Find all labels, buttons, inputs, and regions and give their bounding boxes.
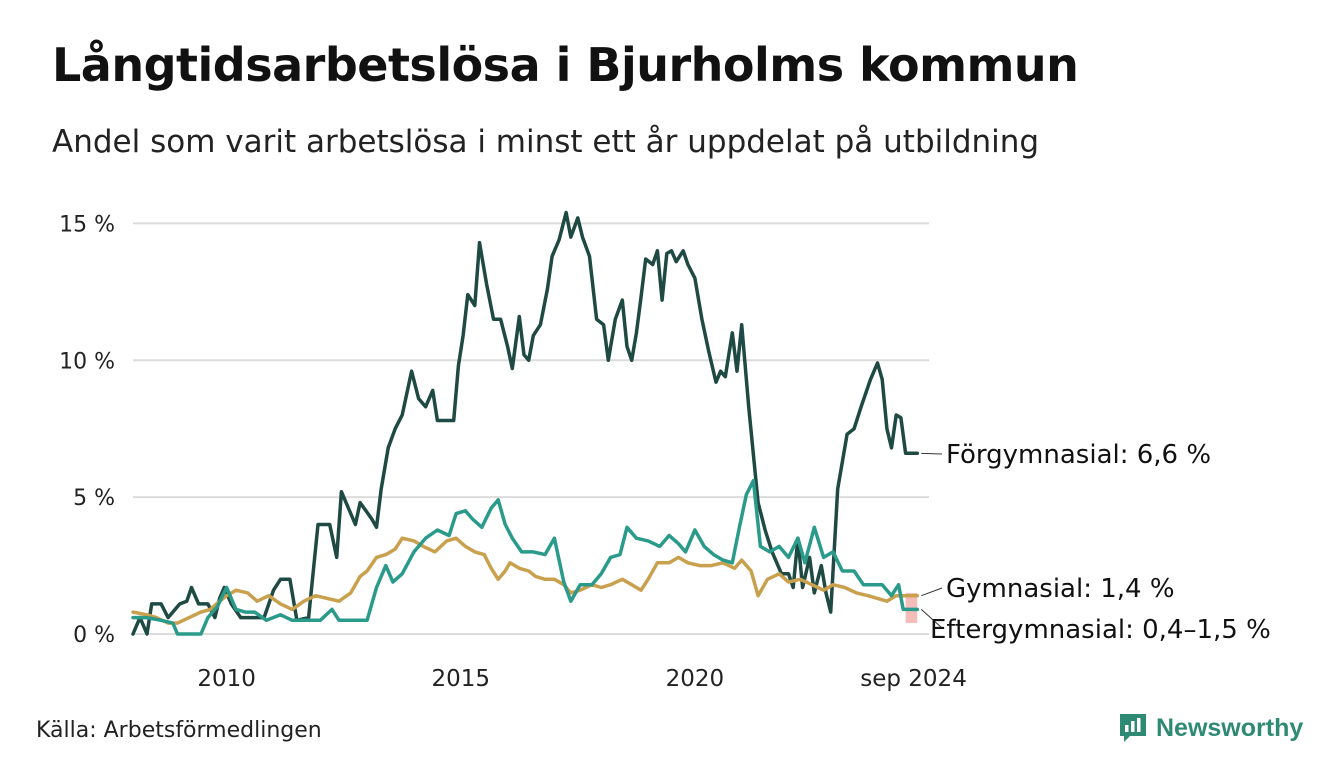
series-end-labels: Förgymnasial: 6,6 % Gymnasial: 1,4 % Efter… bbox=[920, 440, 1271, 645]
x-tick-label: 2015 bbox=[431, 666, 490, 692]
chart-title: Långtidsarbetslösa i Bjurholms kommun bbox=[52, 38, 1079, 92]
x-tick-label: 2010 bbox=[197, 666, 256, 692]
gridlines bbox=[133, 222, 929, 635]
brand-name: Newsworthy bbox=[1156, 713, 1304, 742]
newsworthy-logo-icon bbox=[1120, 714, 1146, 742]
y-axis-tick-labels: 0 % 5 % 10 % 15 % bbox=[59, 212, 115, 648]
newsworthy-brand: Newsworthy bbox=[1118, 712, 1303, 744]
source-note: Källa: Arbetsförmedlingen bbox=[36, 718, 322, 743]
series-line-eftergymnasial bbox=[131, 478, 920, 636]
x-tick-label: 2020 bbox=[666, 666, 725, 692]
series-end-label: Gymnasial: 1,4 % bbox=[946, 574, 1175, 604]
y-tick-label: 15 % bbox=[59, 212, 115, 237]
label-leader bbox=[921, 452, 943, 455]
line-chart: 0 % 5 % 10 % 15 % 2010 2015 2020 sep 2024 Förg… bbox=[59, 210, 1271, 692]
chart-subtitle: Andel som varit arbetslösa i minst ett å… bbox=[52, 124, 1040, 160]
x-axis-tick-labels: 2010 2015 2020 sep 2024 bbox=[197, 666, 966, 692]
x-tick-label: sep 2024 bbox=[860, 666, 967, 692]
series-end-label: Förgymnasial: 6,6 % bbox=[946, 440, 1211, 470]
series-line-gymnasial bbox=[131, 536, 920, 625]
series-line-förgymnasial bbox=[131, 210, 920, 636]
series-end-label: Eftergymnasial: 0,4–1,5 % bbox=[930, 615, 1271, 645]
y-tick-label: 5 % bbox=[73, 486, 115, 511]
y-tick-label: 0 % bbox=[73, 623, 115, 648]
label-leader bbox=[920, 608, 943, 629]
series-lines bbox=[131, 210, 920, 636]
label-leader bbox=[921, 587, 943, 597]
y-tick-label: 10 % bbox=[59, 349, 115, 374]
